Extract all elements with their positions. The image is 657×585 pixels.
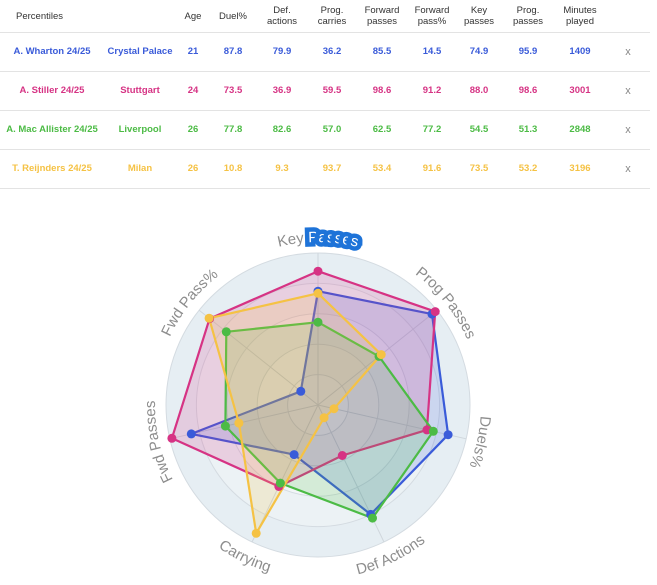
def-actions-value: 9.3	[256, 149, 308, 189]
def-actions-value: 36.9	[256, 71, 308, 111]
table-row: T. Reijnders 24/25 Milan 26 10.8 9.3 93.7 53.4…	[0, 149, 650, 189]
header-prog-passes: Prog. passes	[512, 5, 544, 27]
radar-point	[221, 327, 231, 337]
prog-carries-value: 93.7	[308, 149, 356, 189]
prog-passes-value: 98.6	[502, 71, 554, 111]
prog-passes-value: 95.9	[502, 32, 554, 72]
header-key-passes: Key passes	[463, 5, 495, 27]
radar-point	[313, 317, 323, 327]
key-passes-value: 54.5	[456, 110, 502, 150]
remove-row-button[interactable]: x	[606, 110, 650, 150]
prog-carries-value: 57.0	[308, 110, 356, 150]
percentiles-table-container: Percentiles Age Duel% Def. actions Prog.…	[0, 0, 650, 189]
team-name: Milan	[104, 149, 176, 189]
radar-chart-container: Key Passes Prog Passes Duels% Def Actions Ca…	[0, 200, 657, 580]
player-name: A. Wharton 24/25	[0, 32, 104, 72]
percentiles-table: Percentiles Age Duel% Def. actions Prog.…	[0, 0, 650, 189]
radar-point	[430, 307, 440, 317]
header-team	[104, 0, 176, 33]
radar-point	[368, 513, 377, 523]
minutes-value: 2848	[554, 110, 606, 150]
remove-row-button[interactable]: x	[606, 71, 650, 111]
radar-point	[220, 421, 230, 431]
player-name: T. Reijnders 24/25	[0, 149, 104, 189]
forward-pass-pct-value: 91.6	[408, 149, 456, 189]
forward-pass-pct-value: 77.2	[408, 110, 456, 150]
key-passes-value: 74.9	[456, 32, 502, 72]
radar-point	[428, 426, 438, 436]
radar-series-area	[208, 292, 383, 535]
prog-carries-value: 59.5	[308, 71, 356, 111]
header-remove	[606, 0, 650, 33]
radar-point	[186, 429, 196, 439]
radar-point	[337, 451, 347, 460]
radar-point	[289, 450, 299, 460]
radar-point	[167, 433, 177, 443]
def-actions-value: 82.6	[256, 110, 308, 150]
prog-passes-value: 53.2	[502, 149, 554, 189]
radar-axis-label: Duels%	[466, 415, 494, 470]
header-minutes-played: Minutes played	[563, 5, 597, 27]
key-passes-value: 73.5	[456, 149, 502, 189]
key-passes-value: 88.0	[456, 71, 502, 111]
duel-pct-value: 73.5	[210, 71, 256, 111]
header-age: Age	[184, 10, 202, 22]
table-header-row: Percentiles Age Duel% Def. actions Prog.…	[0, 0, 650, 33]
table-row: A. Stiller 24/25 Stuttgart 24 73.5 36.9 59.5 9…	[0, 71, 650, 111]
radar-series-area	[170, 270, 437, 488]
team-name: Stuttgart	[104, 71, 176, 111]
radar-point	[275, 478, 285, 488]
header-forward-passes: Forward passes	[364, 5, 400, 27]
minutes-value: 3196	[554, 149, 606, 189]
duel-pct-value: 87.8	[210, 32, 256, 72]
radar-point	[204, 313, 214, 323]
forward-passes-value: 98.6	[356, 71, 408, 111]
radar-axis-spoke	[317, 404, 467, 440]
duel-pct-value: 77.8	[210, 110, 256, 150]
table-row: A. Mac Allister 24/25 Liverpool 26 77.8 82.6…	[0, 110, 650, 150]
remove-row-button[interactable]: x	[606, 32, 650, 72]
header-prog-carries: Prog. carries	[317, 5, 347, 27]
forward-pass-pct-value: 14.5	[408, 32, 456, 72]
team-name: Liverpool	[104, 110, 176, 150]
radar-point	[376, 350, 386, 360]
def-actions-value: 79.9	[256, 32, 308, 72]
forward-pass-pct-value: 91.2	[408, 71, 456, 111]
duel-pct-value: 10.8	[210, 149, 256, 189]
radar-point	[313, 266, 323, 276]
radar-point	[234, 418, 244, 428]
radar-point	[296, 386, 306, 396]
age-value: 24	[176, 71, 210, 111]
header-def-actions: Def. actions	[266, 5, 298, 27]
forward-passes-value: 62.5	[356, 110, 408, 150]
radar-point	[251, 528, 261, 538]
prog-carries-value: 36.2	[308, 32, 356, 72]
age-value: 21	[176, 32, 210, 72]
header-forward-pass-pct: Forward pass%	[414, 5, 450, 27]
radar-point	[313, 288, 323, 298]
prog-passes-value: 51.3	[502, 110, 554, 150]
forward-passes-value: 85.5	[356, 32, 408, 72]
header-duel-pct: Duel%	[219, 10, 247, 22]
player-name: A. Stiller 24/25	[0, 71, 104, 111]
radar-series-area	[224, 321, 435, 520]
minutes-value: 3001	[554, 71, 606, 111]
radar-point	[319, 413, 329, 423]
team-name: Crystal Palace	[104, 32, 176, 72]
table-row: A. Wharton 24/25 Crystal Palace 21 87.8 79.9…	[0, 32, 650, 72]
forward-passes-value: 53.4	[356, 149, 408, 189]
remove-row-button[interactable]: x	[606, 149, 650, 189]
radar-point	[329, 404, 339, 414]
radar-axis-spoke	[251, 404, 319, 543]
age-value: 26	[176, 110, 210, 150]
player-name: A. Mac Allister 24/25	[0, 110, 104, 150]
radar-axis-label: Key Passes	[276, 229, 360, 251]
radar-point	[443, 430, 453, 440]
age-value: 26	[176, 149, 210, 189]
header-percentiles: Percentiles	[16, 10, 63, 22]
minutes-value: 1409	[554, 32, 606, 72]
